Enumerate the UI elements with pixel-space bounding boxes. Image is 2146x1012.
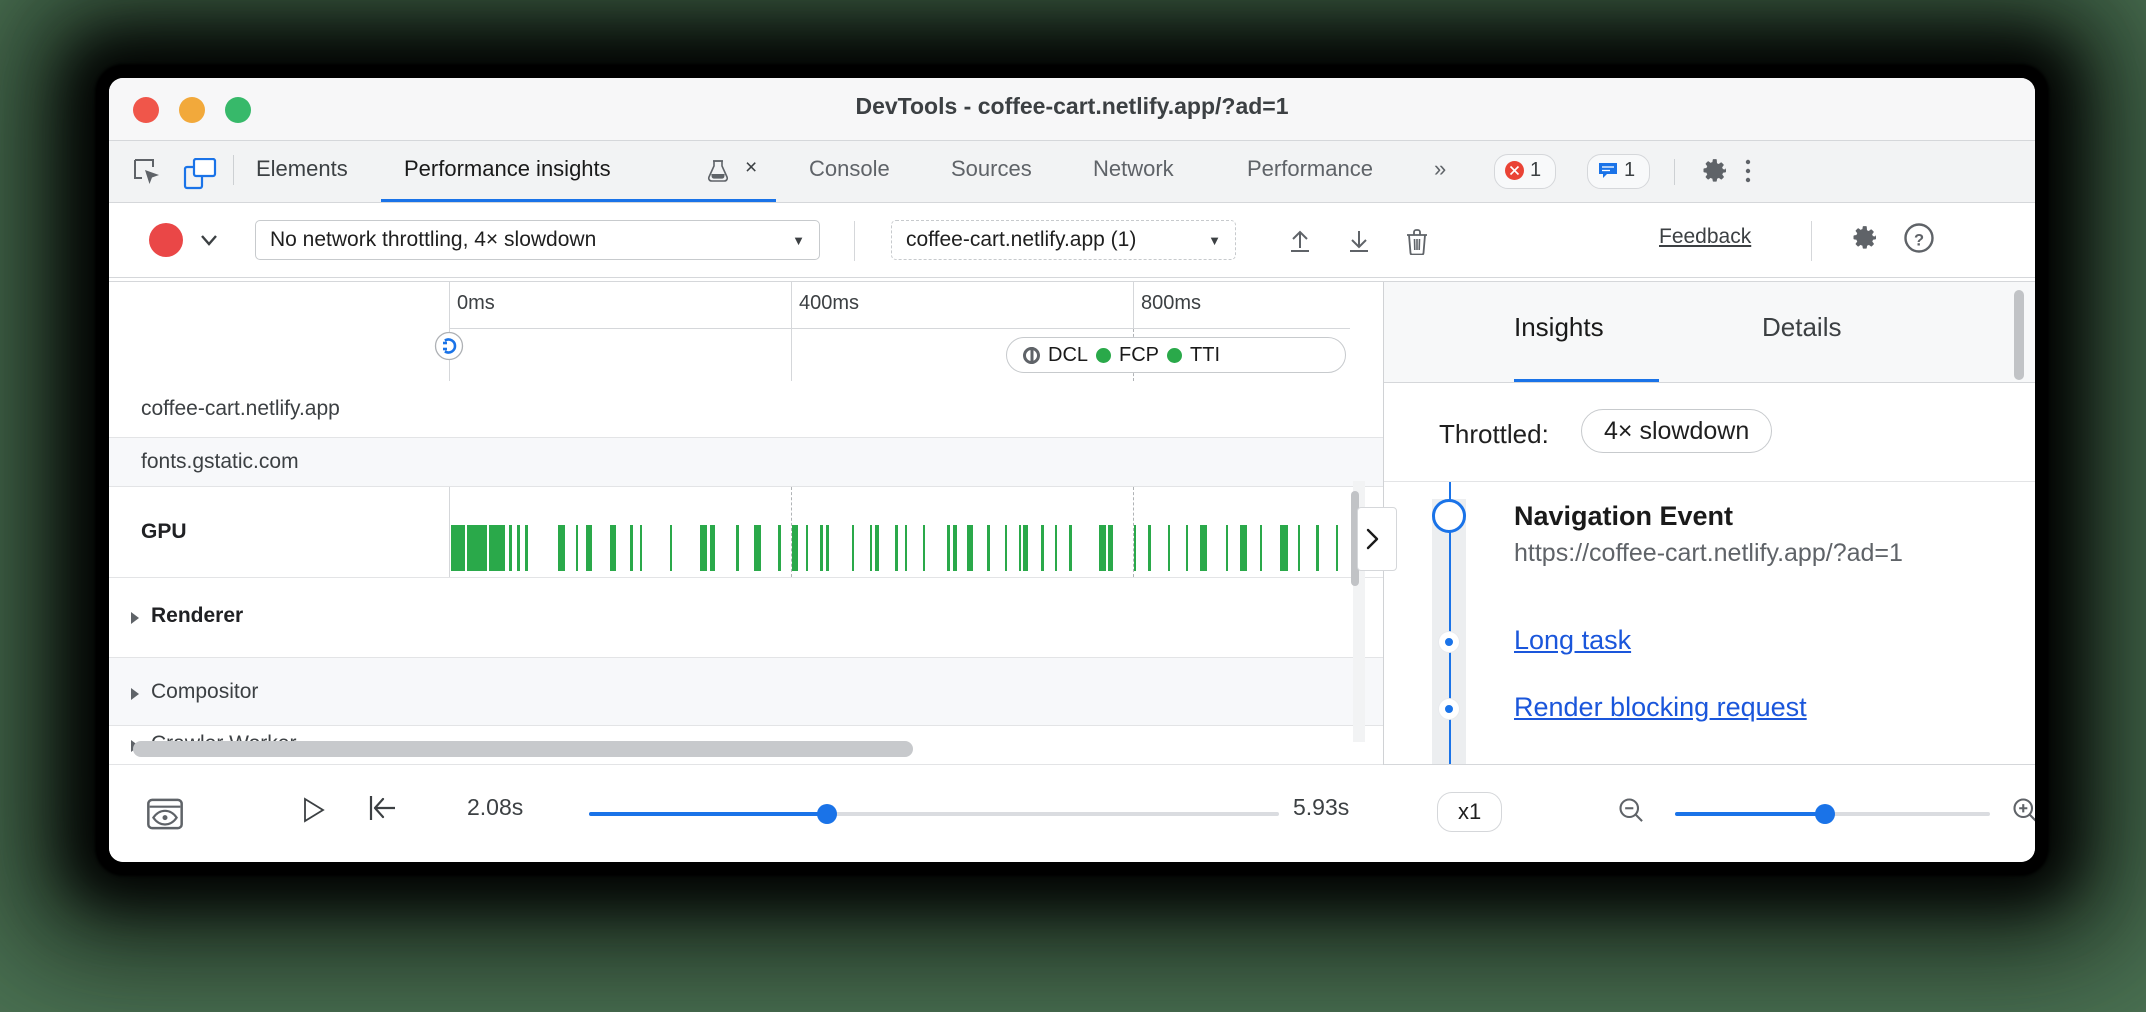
- svg-text:?: ?: [1914, 232, 1924, 250]
